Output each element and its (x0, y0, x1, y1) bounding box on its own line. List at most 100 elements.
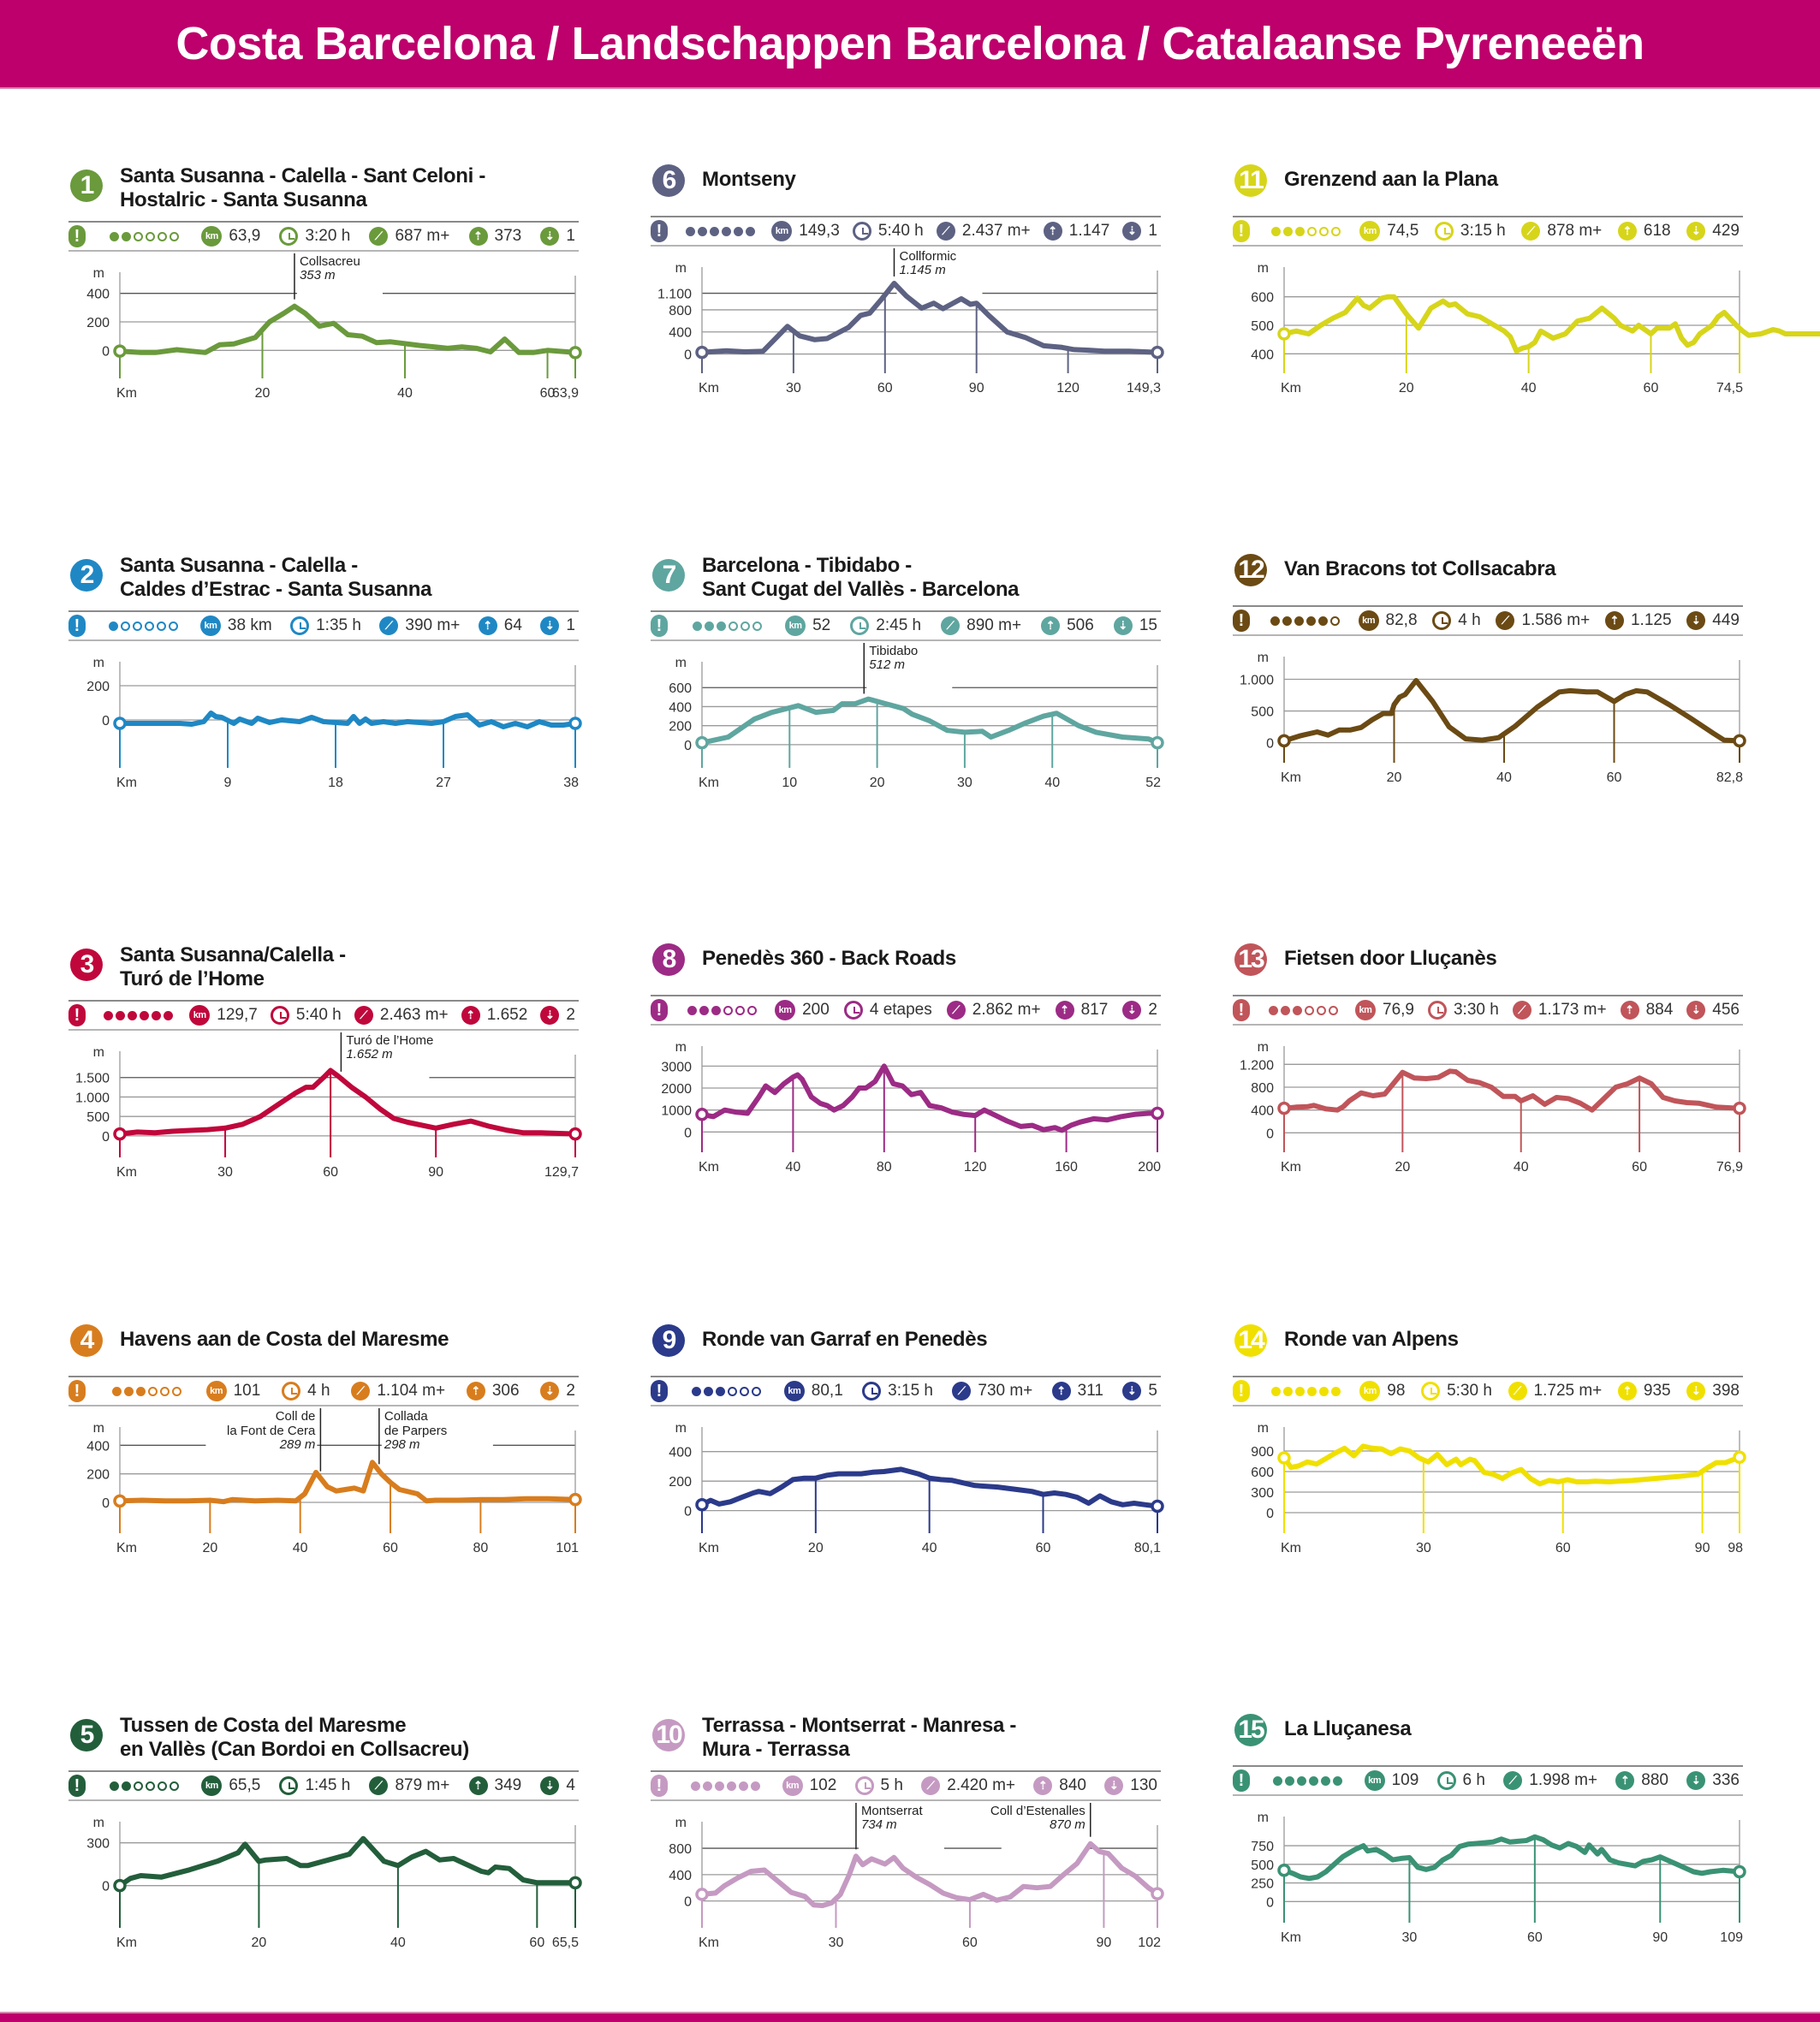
elevation-profile-line (699, 281, 1160, 355)
annotation-background (896, 260, 983, 294)
route-card-7: 7 Barcelona - Tibidabo - Sant Cugat del Va… (651, 552, 1164, 809)
difficulty-dot-empty (159, 1386, 170, 1396)
distance-value: 200 (802, 1001, 830, 1019)
y-tick-label: 0 (684, 1895, 692, 1910)
route-number-badge: 12 (1234, 554, 1267, 586)
difficulty-dot-filled (140, 1010, 150, 1020)
x-tick-label: 149,3 (1127, 381, 1161, 395)
difficulty-dot-empty (134, 1781, 144, 1791)
distance-icon: km (189, 1005, 211, 1026)
y-tick-label: 200 (669, 720, 692, 734)
peak-elevation: 1.652 m (346, 1047, 392, 1062)
x-tick-label: 60 (529, 1936, 544, 1950)
max-altitude-value: 1.147 (1068, 222, 1110, 240)
ascent-value: 1.173 m+ (1537, 1001, 1607, 1019)
max-altitude-value: 817 (1080, 1001, 1109, 1019)
y-tick-label: 200 (86, 680, 110, 694)
ascent-value-stat: ⟋ 1.173 m+ (1512, 1001, 1607, 1020)
difficulty-dot-filled (135, 1386, 146, 1396)
route-title: Terrassa - Montserrat - Manresa - Mura - … (702, 1714, 1147, 1762)
peak-elevation: 298 m (384, 1437, 420, 1452)
peak-elevation: 734 m (861, 1817, 897, 1832)
elevation-chart: m 300 0 Km 20 40 60 65,5 (86, 1816, 582, 1950)
route-card-1: 1 Santa Susanna - Calella - Sant Celoni -… (68, 163, 582, 419)
distance-icon: km (775, 1000, 796, 1020)
peak-label: Collsacreu (300, 254, 360, 269)
footer-bar (0, 2012, 1820, 2022)
difficulty-dot-filled (1294, 616, 1304, 626)
y-tick-label: 800 (669, 1842, 692, 1857)
min-altitude-value-stat: ⇣ 336 (1686, 1771, 1740, 1790)
end-marker (1151, 1887, 1164, 1900)
x-unit-label: Km (1281, 770, 1301, 785)
difficulty-dot-empty (1330, 226, 1341, 236)
time-value: 2:45 h (876, 616, 922, 634)
time-value-stat: 3:30 h (1427, 1001, 1499, 1020)
min-altitude-value: 2 (1148, 1001, 1157, 1019)
ascent-icon: ⟋ (946, 1001, 966, 1020)
max-altitude-value: 935 (1643, 1382, 1671, 1400)
distance-value-stat: km 109 (1364, 1770, 1419, 1791)
clock-icon (850, 616, 870, 635)
difficulty-dot-filled (699, 1005, 710, 1015)
peak-elevation: 870 m (1050, 1817, 1085, 1832)
route-title: Barcelona - Tibidabo - Sant Cugat del Val… (702, 554, 1147, 602)
start-marker (695, 1108, 709, 1121)
difficulty-dot-filled (1293, 1005, 1302, 1015)
distance-icon: km (201, 1775, 223, 1796)
max-altitude-value-stat: ⇡ 64 (478, 616, 522, 635)
difficulty-dot-filled (1273, 1775, 1283, 1786)
min-altitude-icon: ⇣ (1686, 611, 1706, 630)
difficulty-dot-filled (698, 226, 708, 236)
y-unit-label: m (93, 1421, 104, 1436)
annotation-background (858, 1815, 944, 1849)
distance-value: 80,1 (811, 1382, 843, 1400)
min-altitude-value-stat: ⇣ 15 (1113, 616, 1157, 635)
ascent-icon: ⟋ (921, 1776, 941, 1795)
difficulty-dot-filled (1281, 1005, 1290, 1015)
route-title: Van Bracons tot Collsacabra (1284, 557, 1729, 581)
difficulty-rating (693, 621, 763, 631)
start-marker (113, 344, 127, 358)
header-bar (0, 0, 1820, 87)
difficulty-dot-empty (121, 621, 131, 631)
min-altitude-icon: ⇣ (540, 227, 560, 246)
x-unit-label: Km (116, 386, 137, 401)
y-unit-label: m (1258, 1811, 1269, 1825)
difficulty-dot-filled (1333, 1775, 1343, 1786)
min-altitude-icon: ⇣ (1122, 1382, 1142, 1401)
peak-label: Collformic (899, 249, 956, 264)
time-value: 5:30 h (1447, 1382, 1492, 1400)
difficulty-dot-empty (170, 1781, 180, 1791)
ascent-icon: ⟋ (1503, 1771, 1523, 1790)
peak-elevation: 512 m (869, 657, 905, 672)
x-unit-label: Km (699, 1541, 719, 1555)
elevation-chart: m 3000 2000 1000 0 Km 40 80 120 160 200 (661, 1040, 1164, 1175)
max-altitude-value-stat: ⇡ 311 (1051, 1382, 1103, 1401)
time-value-stat: 4 h (282, 1382, 330, 1401)
distance-icon: km (1358, 610, 1379, 631)
min-altitude-value: 336 (1712, 1771, 1740, 1789)
x-tick-label: 60 (1036, 1541, 1051, 1555)
x-tick-label: 74,5 (1716, 381, 1743, 395)
route-stats-bar: ! km 76,9 3:30 h ⟋ 1.173 m+ ⇡ 884 ⇣ 456 (1233, 995, 1743, 1026)
warning-icon: ! (1233, 999, 1250, 1021)
x-tick-label: 20 (1387, 770, 1402, 785)
elevation-chart: m 400 200 0 Km 20 40 60 80 101 Coll de la Font de C… (86, 1408, 582, 1555)
max-altitude-icon: ⇡ (468, 227, 488, 246)
x-tick-label: 63,9 (552, 386, 579, 401)
y-tick-label: 600 (669, 681, 692, 696)
route-card-4: 4 Havens aan de Costa del Maresme! km 101 4 … (68, 1323, 582, 1579)
difficulty-dot-empty (740, 621, 751, 631)
difficulty-dot-filled (1321, 1775, 1331, 1786)
min-altitude-value-stat: ⇣ 449 (1686, 611, 1740, 630)
difficulty-dot-filled (1330, 1386, 1341, 1396)
ascent-value: 878 m+ (1547, 222, 1603, 240)
max-altitude-value-stat: ⇡ 817 (1055, 1001, 1109, 1020)
time-value-stat: 3:15 h (1434, 222, 1506, 241)
min-altitude-value: 5 (1148, 1382, 1157, 1400)
max-altitude-icon: ⇡ (1043, 222, 1062, 241)
difficulty-dot-empty (145, 621, 155, 631)
difficulty-dot-filled (110, 1781, 120, 1791)
start-marker (1277, 1101, 1291, 1115)
